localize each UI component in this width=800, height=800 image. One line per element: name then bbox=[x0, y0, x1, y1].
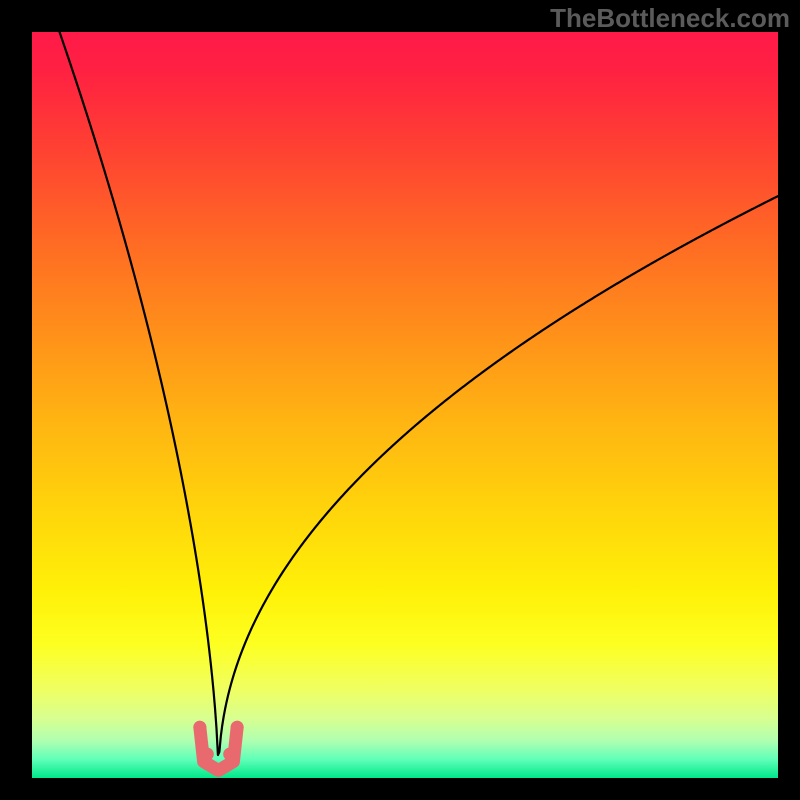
bottleneck-curve bbox=[54, 32, 778, 755]
trough-dot-3 bbox=[231, 721, 244, 734]
plot-area bbox=[32, 32, 778, 778]
curve-layer bbox=[32, 32, 778, 778]
trough-dot-1 bbox=[201, 748, 214, 761]
watermark-text: TheBottleneck.com bbox=[550, 3, 790, 34]
trough-dot-2 bbox=[223, 748, 236, 761]
trough-dot-0 bbox=[193, 721, 206, 734]
